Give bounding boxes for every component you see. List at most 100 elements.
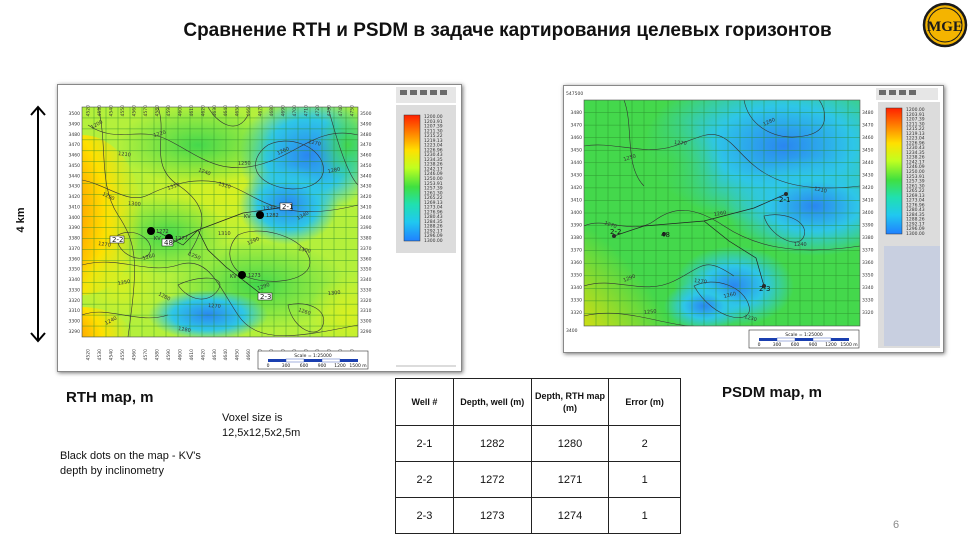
rth-y-tick-label: 3360 (69, 256, 81, 262)
psdm-side-panel-lower (884, 246, 940, 346)
rth-y-tick-label: 3350 (360, 267, 372, 273)
psdm-well-label-2-3: 2-3 (759, 285, 770, 293)
psdm-map-caption: PSDM map, m (722, 384, 823, 401)
psdm-legend-label: 1253.91 (906, 174, 925, 180)
psdm-contour-label: 1280 (762, 117, 776, 128)
psdm-legend-label: 1238.26 (906, 155, 925, 161)
psdm-scale-tick: 300 (773, 342, 782, 348)
psdm-toolbar-button-2-icon[interactable] (889, 90, 896, 95)
rth-x-tick-label: 4620 (200, 105, 206, 117)
table-header-row: Well # Depth, well (m) Depth, RTH map (m… (395, 378, 681, 426)
toolbar-button-1-icon[interactable] (400, 90, 407, 95)
rth-well-label-box-2-2 (109, 235, 125, 244)
psdm-color-legend (885, 107, 903, 235)
rth-scale-tick: 1200 (334, 363, 346, 369)
rth-x-tick-label: 4660 (246, 349, 252, 361)
psdm-well-dot-2-1[interactable] (784, 192, 788, 196)
rth-legend-label: 1238.26 (424, 162, 443, 168)
rth-y-tick-label: 3440 (360, 173, 372, 179)
rth-x-tick-label: 4550 (120, 349, 126, 361)
rth-well-dot-2-1[interactable] (256, 211, 264, 219)
rth-y-tick-label: 3480 (69, 132, 81, 138)
rth-x-tick-label: 4680 (269, 105, 275, 117)
toolbar-button-3-icon[interactable] (420, 90, 427, 95)
voxel-size-note: Voxel size is 12,5x12,5x2,5m (222, 412, 301, 439)
rth-x-tick-label: 4630 (212, 349, 218, 361)
psdm-well-dot-48[interactable] (662, 232, 666, 236)
rth-well-label-2-1: 2-1 (282, 203, 293, 211)
rth-well-dot-2-3[interactable] (238, 271, 246, 279)
rth-legend-label: 1226.96 (424, 147, 443, 153)
psdm-well-dot-2-3[interactable] (762, 284, 766, 288)
psdm-y-tick-label: 3410 (862, 198, 874, 204)
rth-contour-label: 1340 (296, 210, 310, 221)
rth-well-dot-2-2[interactable] (147, 227, 155, 235)
rth-well-label-2-3: 2-3 (260, 293, 271, 301)
rth-legend-label: 1265.22 (424, 195, 443, 201)
psdm-well-label-2-2: 2-2 (610, 228, 621, 236)
rth-contour-label: 1280 (157, 291, 171, 302)
toolbar-button-5-icon[interactable] (440, 90, 447, 95)
rth-x-tick-label: 4560 (131, 349, 137, 361)
psdm-y-tick-label: 3350 (571, 273, 583, 279)
rth-y-tick-label: 3420 (69, 194, 81, 200)
results-table: Well # Depth, well (m) Depth, RTH map (m… (395, 378, 681, 534)
rth-scale-tick: 600 (300, 363, 309, 369)
psdm-y-tick-label: 3450 (571, 148, 583, 154)
table-cell: 2 (608, 425, 681, 462)
rth-legend-label: 1288.26 (424, 224, 443, 230)
logo-text: MGE (927, 19, 963, 35)
psdm-legend-label: 1284.35 (906, 212, 925, 218)
toolbar-button-2-icon[interactable] (410, 90, 417, 95)
psdm-toolbar-button-3-icon[interactable] (899, 90, 906, 95)
rth-y-tick-label: 3330 (360, 287, 372, 293)
rth-x-tick-label: 4730 (327, 105, 333, 117)
psdm-toolbar-button-1-icon[interactable] (879, 90, 886, 95)
psdm-y-tick-label: 3440 (571, 160, 583, 166)
psdm-contour-label: 1260 (723, 291, 737, 300)
psdm-well-dot-2-2[interactable] (612, 234, 616, 238)
psdm-y-tick-label: 3340 (571, 285, 583, 291)
psdm-legend-label: 1223.04 (906, 136, 925, 142)
psdm-legend-label: 1246.09 (906, 164, 925, 170)
rth-legend-label: 1261.30 (424, 190, 443, 196)
rth-contour-label: 1300 (328, 290, 341, 297)
rth-x-tick-label: 4740 (338, 105, 344, 117)
psdm-contour-label: 1270 (694, 278, 707, 286)
rth-x-tick-label: 4710 (304, 105, 310, 117)
psdm-scale-text: Scale = 1:25000 (785, 332, 823, 338)
rth-contour-label: 1290 (246, 236, 260, 247)
rth-y-tick-label: 3500 (360, 111, 372, 117)
rth-y-tick-label: 3320 (69, 298, 81, 304)
psdm-toolbar-button-4-icon[interactable] (909, 90, 916, 95)
psdm-contour-label: 1230 (743, 314, 757, 323)
toolbar-button-4-icon[interactable] (430, 90, 437, 95)
psdm-y-tick-label: 3340 (862, 285, 874, 291)
psdm-scale-tick: 600 (791, 342, 800, 348)
psdm-contour-label: 1210 (814, 186, 828, 195)
rth-well-label-48: 48 (164, 239, 173, 247)
rth-x-tick-label: 4630 (212, 105, 218, 117)
rth-legend-label: 1273.04 (424, 205, 443, 211)
rth-y-tick-label: 3500 (69, 111, 81, 117)
psdm-map-svg: 1200.001203.911207.391211.301215.221219.… (566, 88, 940, 349)
rth-legend-label: 1211.30 (424, 128, 443, 134)
psdm-y-tick-label: 3330 (862, 298, 874, 304)
rth-x-tick-label: 4610 (189, 349, 195, 361)
rth-y-tick-label: 3480 (360, 132, 372, 138)
rth-legend-label: 1300.00 (424, 238, 443, 244)
rth-legend-label: 1284.35 (424, 219, 443, 225)
rth-y-tick-label: 3490 (69, 121, 81, 127)
psdm-y-tick-label: 3350 (862, 273, 874, 279)
rth-kv-depth-48: 1277 (175, 236, 188, 242)
rth-x-tick-label: 4530 (97, 105, 103, 117)
rth-x-tick-label: 4590 (166, 349, 172, 361)
rth-y-tick-label: 3430 (69, 184, 81, 190)
psdm-y-tick-label: 3430 (571, 173, 583, 179)
psdm-y-tick-label: 3430 (862, 173, 874, 179)
psdm-legend-label: 1230.43 (906, 145, 925, 151)
mge-logo: MGE (922, 2, 968, 48)
rth-y-tick-label: 3310 (69, 308, 81, 314)
rth-y-tick-label: 3300 (69, 319, 81, 325)
rth-x-tick-label: 4650 (235, 349, 241, 361)
